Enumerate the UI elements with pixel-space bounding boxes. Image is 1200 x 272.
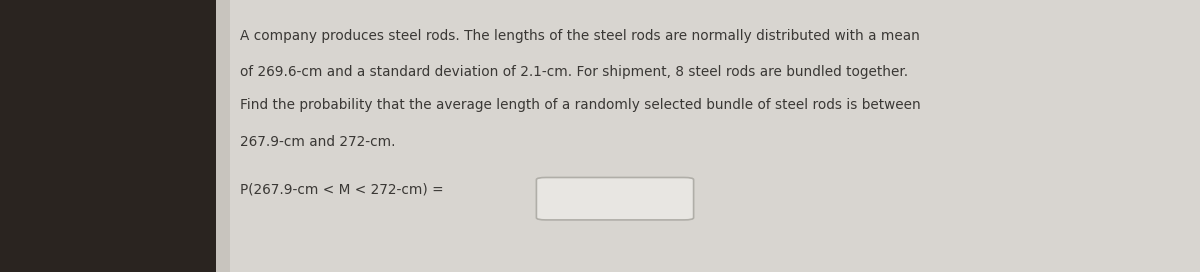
Text: Find the probability that the average length of a randomly selected bundle of st: Find the probability that the average le… [240,98,920,112]
Bar [0,0,222,272]
Text: of 269.6-cm and a standard deviation of 2.1-cm. For shipment, 8 steel rods are b: of 269.6-cm and a standard deviation of … [240,65,908,79]
FancyBboxPatch shape [536,177,694,220]
Text: A company produces steel rods. The lengths of the steel rods are normally distri: A company produces steel rods. The lengt… [240,29,920,42]
Text: P(267.9-cm < M < 272-cm) =: P(267.9-cm < M < 272-cm) = [240,182,444,196]
Text: 267.9-cm and 272-cm.: 267.9-cm and 272-cm. [240,135,396,149]
Bar [216,0,230,272]
